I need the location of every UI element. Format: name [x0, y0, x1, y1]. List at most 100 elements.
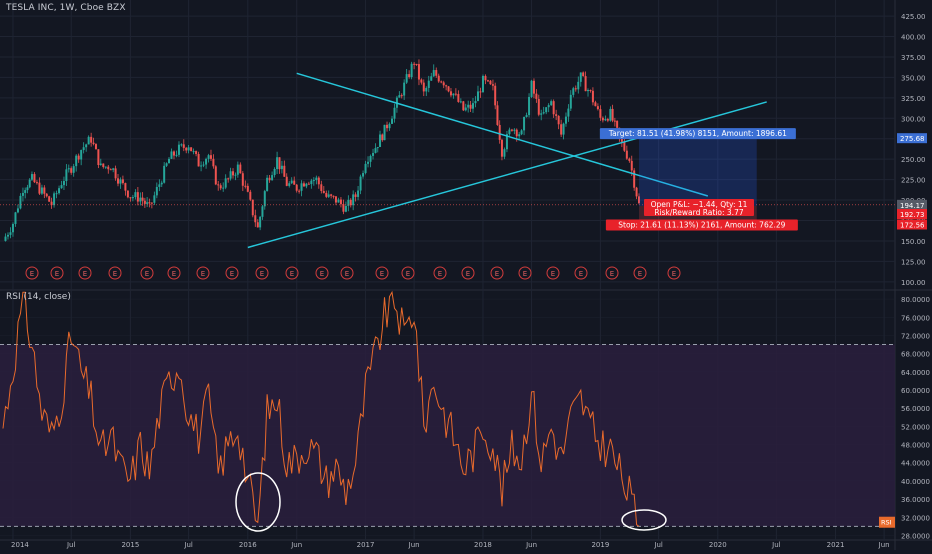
candle-body: [72, 166, 75, 173]
candle-body: [545, 107, 548, 113]
candle-body: [567, 108, 570, 117]
candle-body: [290, 180, 293, 184]
candle-body: [532, 80, 535, 94]
rsi-line: [2, 290, 640, 527]
earnings-marker: E: [196, 266, 210, 280]
candle-body: [254, 215, 257, 223]
position-tool[interactable]: Target: 81.51 (41.98%) 8151, Amount: 189…: [599, 128, 798, 231]
candle-body: [202, 164, 205, 166]
price-tick-label: 100.00: [901, 279, 926, 287]
earnings-circle: [167, 266, 181, 280]
earnings-circle: [605, 266, 619, 280]
earnings-letter: E: [638, 270, 642, 278]
candle-body: [510, 129, 513, 131]
candle-body: [239, 164, 242, 174]
earnings-letter: E: [172, 270, 176, 278]
target-price-pill: 275.68: [897, 133, 927, 144]
candle-body: [249, 191, 252, 200]
candle-body: [474, 101, 477, 104]
earnings-circle: [285, 266, 299, 280]
earnings-letter: E: [610, 270, 614, 278]
candle-body: [92, 142, 95, 145]
candle-body: [148, 202, 151, 204]
candle-body: [129, 197, 132, 199]
earnings-marker: E: [375, 266, 389, 280]
earnings-letter: E: [320, 270, 324, 278]
candle-body: [146, 202, 149, 204]
candle-body: [484, 75, 487, 81]
candle-body: [16, 208, 19, 213]
earnings-marker: E: [140, 266, 154, 280]
candle-body: [427, 80, 430, 88]
candle-body: [241, 173, 244, 186]
time-tick-label: 2021: [827, 541, 845, 549]
rsi-tick-label: 28.0000: [901, 532, 930, 540]
candle-body: [591, 90, 594, 103]
rsi-value-pill: RSI: [879, 516, 895, 528]
target-price-pill-text: 275.68: [900, 135, 925, 143]
candle-body: [236, 164, 239, 175]
candle-body: [285, 176, 288, 186]
candle-body: [481, 75, 484, 93]
candle-body: [295, 184, 298, 191]
time-tick-label: Jun: [408, 541, 420, 549]
candle-body: [435, 70, 438, 76]
candle-body: [609, 108, 612, 121]
candle-body: [337, 199, 340, 203]
earnings-circle: [461, 266, 475, 280]
candle-body: [172, 151, 175, 156]
earnings-marker: E: [490, 266, 504, 280]
candle-body: [280, 165, 283, 170]
rsi-value-pill-bg: [879, 516, 895, 528]
candle-body: [464, 107, 467, 111]
candle-body: [263, 191, 266, 207]
pnl-label-text: Risk/Reward Ratio: 3.77: [654, 208, 743, 217]
candle-body: [209, 155, 212, 159]
candle-body: [187, 147, 190, 151]
candle-body: [121, 179, 124, 184]
earnings-letter: E: [260, 270, 264, 278]
candle-body: [24, 190, 27, 193]
candle-body: [150, 202, 153, 204]
target-label-bg: [599, 128, 796, 140]
candle-body: [494, 85, 497, 106]
candle-body: [114, 168, 117, 179]
rsi-series: [2, 290, 640, 527]
candle-body: [601, 117, 604, 121]
candle-body: [271, 175, 274, 181]
candle-body: [134, 192, 137, 198]
candle-body: [112, 168, 115, 170]
candle-body: [82, 147, 85, 151]
candle-body: [552, 101, 555, 115]
candle-body: [30, 174, 33, 180]
stop-label-bg: [605, 219, 798, 231]
earnings-circle: [255, 266, 269, 280]
time-tick-label: Jul: [66, 541, 76, 549]
candle-body: [625, 150, 628, 159]
candle-body: [596, 106, 599, 110]
price-tick-label: 225.00: [901, 177, 926, 185]
price-tick-label: 400.00: [901, 34, 926, 42]
candle-body: [273, 168, 276, 176]
candle-body: [256, 222, 259, 228]
candle-body: [344, 205, 347, 212]
candle-body: [398, 95, 401, 98]
rsi-tick-label: 72.0000: [901, 332, 930, 340]
candle-body: [635, 187, 638, 197]
time-tick-label: 2018: [474, 541, 492, 549]
current-price-pill-bg: [897, 199, 927, 210]
price-tick-label: 325.00: [901, 95, 926, 103]
time-tick-label: Jul: [183, 541, 193, 549]
candle-body: [21, 192, 24, 196]
candle-body: [45, 193, 48, 197]
candle-body: [158, 184, 161, 187]
earnings-letter: E: [523, 270, 527, 278]
earnings-circle: [196, 266, 210, 280]
earnings-circle: [546, 266, 560, 280]
candle-body: [579, 72, 582, 82]
candle-body: [518, 134, 521, 137]
candle-body: [587, 90, 590, 92]
candle-body: [195, 151, 198, 154]
candle-body: [190, 147, 193, 152]
candle-body: [515, 129, 518, 137]
